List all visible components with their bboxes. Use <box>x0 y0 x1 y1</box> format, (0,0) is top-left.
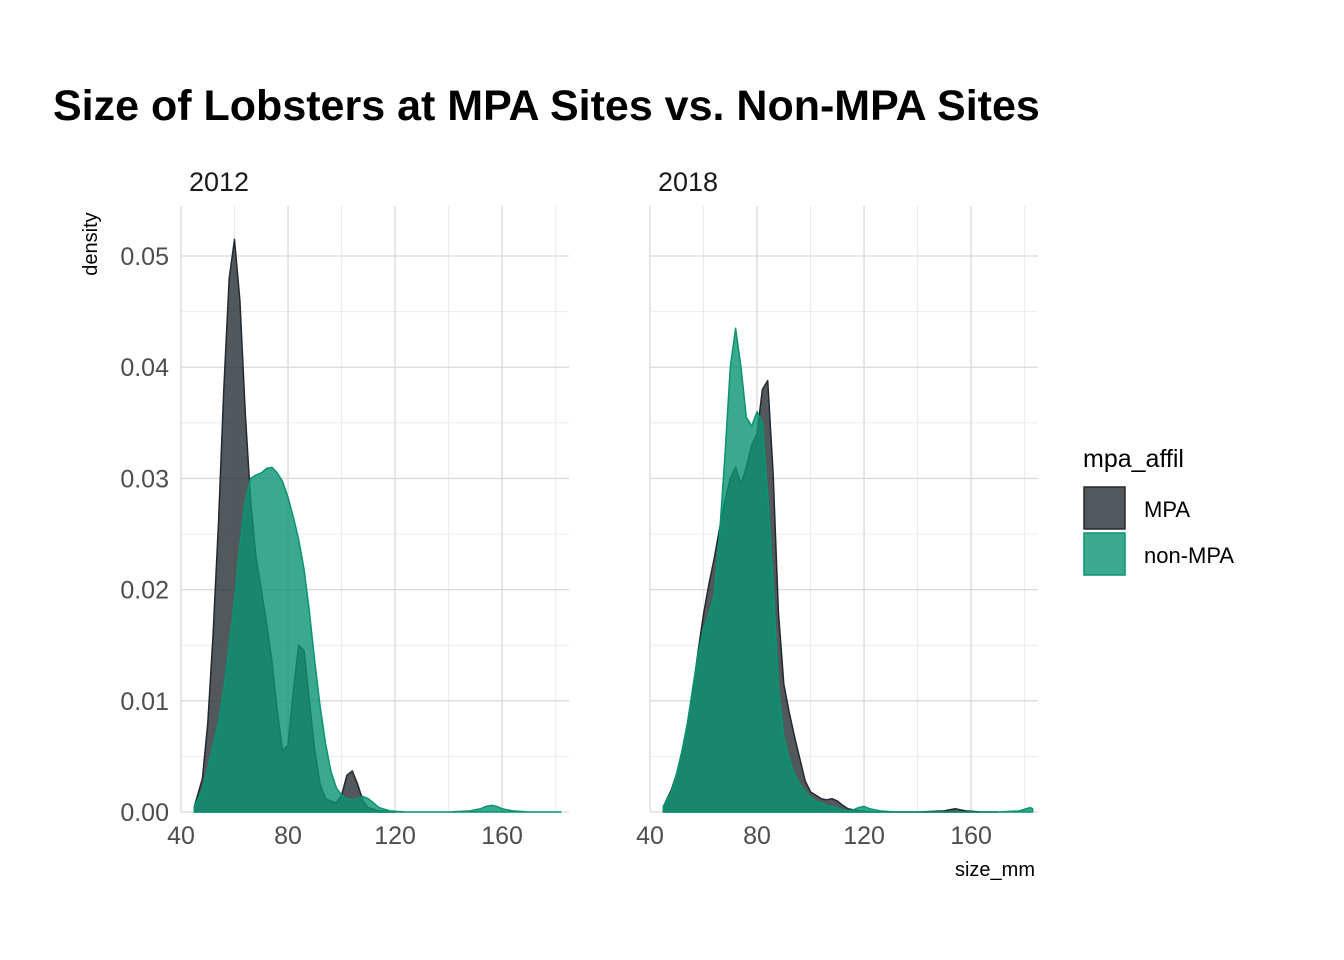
x-tick-label: 120 <box>374 822 416 850</box>
y-axis-label: density <box>80 212 102 275</box>
facet-label-2012: 2012 <box>189 167 249 197</box>
facet-panel-2018: 2018 40 80 120 160 <box>636 167 1038 850</box>
legend-label-non-mpa: non-MPA <box>1144 543 1234 568</box>
y-tick-label: 0.05 <box>120 243 169 271</box>
legend: mpa_affil MPA non-MPA <box>1083 445 1234 576</box>
legend-label-mpa: MPA <box>1144 497 1190 522</box>
legend-key-mpa <box>1083 486 1126 530</box>
legend-key-non-mpa <box>1083 532 1126 576</box>
x-tick-label: 120 <box>843 822 885 850</box>
x-tick-label: 80 <box>274 822 302 850</box>
facet-panel-2012: 2012 40 80 120 160 0.00 0.01 0.02 0.03 0.04 0.05 <box>120 167 569 850</box>
x-axis-label: size_mm <box>955 859 1035 881</box>
y-tick-label: 0.02 <box>120 577 169 605</box>
y-tick-label: 0.04 <box>120 354 169 382</box>
density-area-non-mpa-2012 <box>193 466 562 813</box>
density-area-non-mpa-2018 <box>662 327 1034 813</box>
chart-title: Size of Lobsters at MPA Sites vs. Non-MP… <box>53 82 1040 130</box>
x-tick-label: 40 <box>167 822 195 850</box>
x-tick-label: 160 <box>481 822 523 850</box>
y-tick-label: 0.03 <box>120 465 169 493</box>
facet-label-2018: 2018 <box>658 167 718 197</box>
y-tick-label: 0.01 <box>120 688 169 716</box>
x-tick-label: 40 <box>636 822 664 850</box>
y-tick-label: 0.00 <box>120 799 169 827</box>
x-tick-label: 80 <box>743 822 771 850</box>
x-tick-label: 160 <box>950 822 992 850</box>
legend-title: mpa_affil <box>1083 445 1184 473</box>
legend-items: MPA non-MPA <box>1083 486 1234 576</box>
